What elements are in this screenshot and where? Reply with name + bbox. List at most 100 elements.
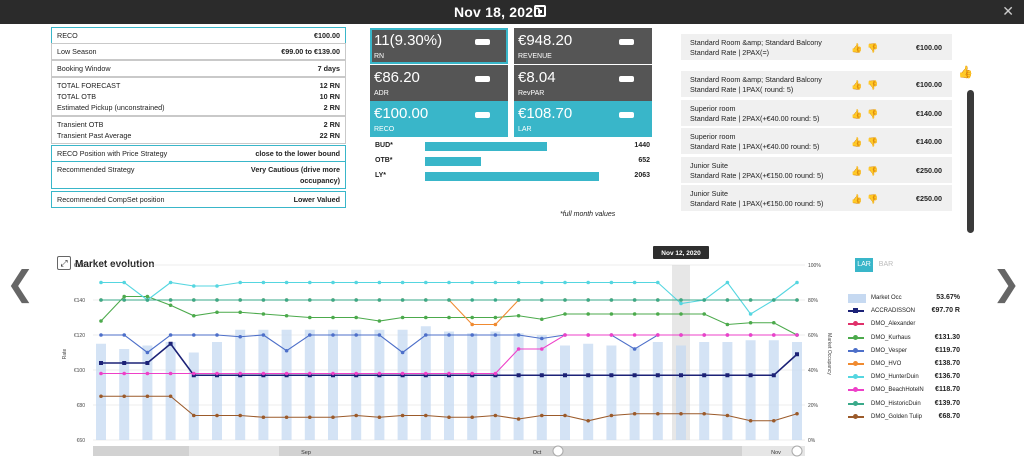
legend-marker	[853, 374, 858, 380]
series-point	[516, 347, 521, 351]
kpi-tile-reco[interactable]: €100.00 RECO	[370, 101, 508, 137]
series-point	[748, 418, 753, 423]
occupancy-bar	[467, 333, 478, 440]
rate-item[interactable]: Superior room Standard Rate | 1PAX(+€40.0…	[681, 128, 952, 154]
legend-marker	[853, 387, 858, 393]
rate-price: €100.00	[916, 43, 942, 52]
legend-name: Market Occ	[871, 295, 902, 301]
series-point	[563, 333, 567, 337]
rate-item[interactable]: Superior room Standard Rate | 2PAX(+€40.0…	[681, 100, 952, 126]
kpi-block: Transient OTB 2 RN Transient Past Average 2…	[51, 116, 346, 144]
legend-value: €118.70	[935, 386, 960, 394]
lar-toggle[interactable]: LAR	[855, 258, 873, 272]
thumbs-icon[interactable]: 👍 👎	[851, 109, 879, 119]
series-point	[284, 348, 289, 353]
tile-label: RevPAR	[518, 90, 545, 97]
series-point	[400, 298, 405, 302]
y-tick-label: €60	[77, 438, 86, 444]
thumbs-icon[interactable]: 👍 👎	[851, 43, 879, 53]
legend-item[interactable]: DMO_Alexander	[848, 318, 960, 330]
legend-marker	[853, 347, 858, 353]
series-point	[656, 333, 660, 337]
next-arrow-icon[interactable]: ❯	[992, 265, 1021, 303]
legend-item[interactable]: DMO_HistoricDuin €139.70	[848, 398, 960, 410]
kpi-tile-rn[interactable]: 11(9.30%) RN	[370, 28, 508, 64]
occupancy-bar	[629, 347, 640, 440]
kpi-label: TOTAL FORECAST	[57, 81, 121, 90]
prev-arrow-icon[interactable]: ❮	[6, 265, 35, 303]
legend-item[interactable]: DMO_Kurhaus €131.30	[848, 332, 960, 344]
legend-item[interactable]: DMO_HVO €138.70	[848, 358, 960, 370]
thumbs-icon[interactable]: 👍 👎	[851, 137, 879, 147]
thumbs-icon[interactable]: 👍 👎	[851, 80, 879, 90]
series-point	[725, 280, 730, 285]
rate-item[interactable]: Standard Room &amp; Standard Balcony Stan…	[681, 34, 952, 60]
rate-price: €250.00	[916, 194, 942, 203]
legend-value: €97.70 R	[931, 307, 960, 315]
rate-plan: Standard Rate | 1PAX( round: 5)	[690, 85, 794, 94]
kpi-tile-revenue[interactable]: €948.20 REVENUE	[514, 28, 652, 64]
series-point	[748, 333, 753, 337]
kpi-row: TOTAL FORECAST 12 RN	[57, 80, 340, 91]
series-point	[493, 315, 498, 320]
legend-item[interactable]: DMO_HunterDuin €136.70	[848, 371, 960, 383]
expand-icon[interactable]: ⤢	[57, 256, 71, 270]
series-point	[354, 315, 359, 320]
legend-item[interactable]: ACCRADISSON €97.70 R	[848, 305, 960, 317]
minus-icon[interactable]	[619, 76, 634, 82]
y2-tick-label: 0%	[808, 438, 816, 444]
series-point	[540, 317, 544, 322]
rate-list-scrollbar[interactable]	[967, 90, 974, 233]
bar-toggle[interactable]: BAR	[878, 261, 894, 268]
series-point	[609, 298, 614, 302]
thumbs-icon[interactable]: 👍 👎	[851, 194, 879, 204]
occupancy-bar	[397, 329, 408, 440]
series-point	[215, 284, 219, 288]
minus-icon[interactable]	[475, 39, 490, 45]
legend-marker	[853, 361, 858, 366]
occupancy-bar	[142, 345, 153, 440]
rate-item[interactable]: Standard Room &amp; Standard Balcony Stan…	[681, 71, 952, 97]
kpi-tile-revpar[interactable]: €8.04 RevPAR	[514, 65, 652, 101]
thumbs-icon[interactable]: 👍 👎	[851, 166, 879, 176]
series-point	[679, 312, 683, 316]
tile-value: 11(9.30%)	[374, 32, 443, 49]
series-point	[284, 298, 289, 302]
thumbs-up-icon[interactable]: 👍	[958, 65, 973, 79]
kpi-tile-adr[interactable]: €86.20 ADR	[370, 65, 508, 101]
series-point	[308, 371, 312, 376]
series-point	[725, 333, 730, 337]
series-point	[679, 373, 683, 378]
minus-icon[interactable]	[619, 112, 634, 118]
legend-item[interactable]: DMO_Vesper €119.70	[848, 345, 960, 357]
calendar-icon[interactable]	[534, 5, 546, 17]
minus-icon[interactable]	[619, 39, 634, 45]
series-point	[377, 298, 382, 302]
series-point	[238, 334, 242, 339]
occupancy-bar	[792, 342, 802, 440]
series-point	[540, 280, 544, 285]
series-point	[99, 298, 103, 302]
series-point	[470, 315, 475, 320]
legend-value: €138.70	[934, 360, 960, 367]
legend-item[interactable]: DMO_Golden Tulip €68.70	[848, 411, 960, 423]
kpi-row: Recommended CompSet position Lower Valued	[57, 194, 340, 205]
series-point	[679, 333, 683, 337]
close-icon[interactable]: ✕	[1002, 3, 1014, 19]
kpi-tile-lar[interactable]: €108.70 LAR	[514, 101, 652, 137]
kpi-label: Low Season	[57, 47, 97, 56]
rate-item[interactable]: Junior Suite Standard Rate | 2PAX(+€150.0…	[681, 157, 952, 183]
kpi-value: €100.00	[314, 31, 340, 40]
rate-room: Junior Suite	[690, 161, 728, 170]
legend-name: DMO_Golden Tulip	[871, 413, 923, 420]
legend-item[interactable]: DMO_BeachHotelN €118.70	[848, 384, 960, 396]
legend-item[interactable]: Market Occ 53.67%	[848, 292, 960, 304]
series-point	[632, 347, 637, 351]
minus-icon[interactable]	[475, 76, 490, 82]
series-point	[655, 373, 660, 378]
series-point	[493, 322, 498, 327]
rate-item[interactable]: Junior Suite Standard Rate | 1PAX(+€150.0…	[681, 185, 952, 211]
minus-icon[interactable]	[475, 112, 490, 118]
series-point	[632, 312, 637, 316]
series-point	[168, 303, 173, 308]
